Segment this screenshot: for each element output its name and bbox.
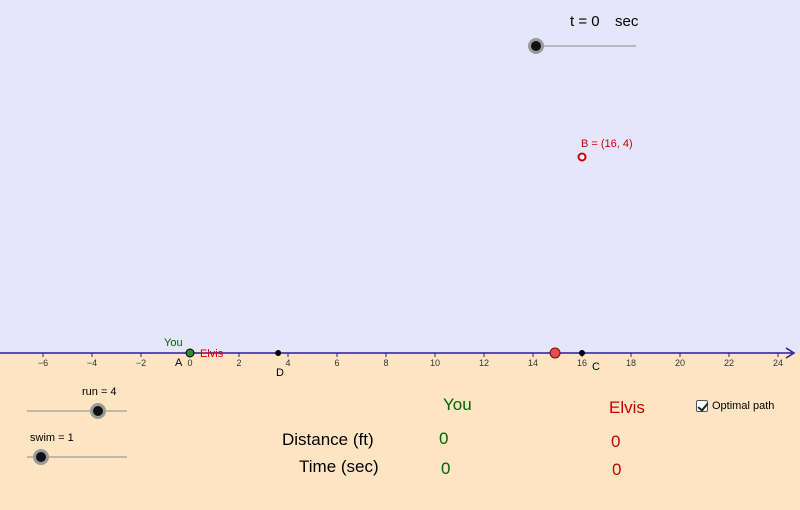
time-unit-label: sec bbox=[615, 13, 639, 30]
beach-region bbox=[0, 353, 800, 510]
water-region bbox=[0, 0, 800, 353]
x-axis-tick-label: 8 bbox=[383, 358, 388, 368]
x-axis-tick-label: −6 bbox=[38, 358, 48, 368]
you-distance-value: 0 bbox=[439, 429, 449, 448]
x-axis-tick-label: 18 bbox=[626, 358, 636, 368]
x-axis-tick-label: 22 bbox=[724, 358, 734, 368]
optimal-path-label: Optimal path bbox=[712, 400, 775, 412]
you-column-header: You bbox=[443, 395, 472, 414]
run-slider-knob[interactable] bbox=[93, 406, 103, 416]
x-axis-tick-label: 0 bbox=[187, 358, 192, 368]
x-axis-tick-label: 20 bbox=[675, 358, 685, 368]
swim-slider-knob[interactable] bbox=[36, 452, 46, 462]
x-axis-tick-label: −4 bbox=[87, 358, 97, 368]
x-axis-tick-label: 12 bbox=[479, 358, 489, 368]
you-time-value: 0 bbox=[441, 459, 451, 478]
point-b-label: B = (16, 4) bbox=[581, 138, 633, 150]
point-c[interactable] bbox=[579, 350, 585, 356]
x-axis-tick-label: −2 bbox=[136, 358, 146, 368]
point-d-label: D bbox=[276, 367, 284, 379]
you-marker-label: You bbox=[164, 337, 183, 349]
point-a-label: A bbox=[175, 357, 183, 369]
point-c-label: C bbox=[592, 361, 600, 373]
swim-slider-label: swim = 1 bbox=[30, 432, 74, 444]
x-axis-tick-label: 14 bbox=[528, 358, 538, 368]
elvis-time-value: 0 bbox=[612, 460, 622, 479]
runner-point[interactable] bbox=[549, 347, 561, 359]
x-axis-tick-label: 24 bbox=[773, 358, 783, 368]
point-a-you[interactable] bbox=[185, 348, 195, 358]
x-axis-tick-label: 10 bbox=[430, 358, 440, 368]
checkbox-check-icon[interactable] bbox=[696, 400, 708, 412]
point-b[interactable] bbox=[577, 152, 587, 162]
x-axis-arrow bbox=[785, 347, 796, 359]
x-axis-tick-label: 4 bbox=[285, 358, 290, 368]
elvis-distance-value: 0 bbox=[611, 432, 621, 451]
run-slider-label: run = 4 bbox=[82, 386, 117, 398]
time-slider-knob[interactable] bbox=[531, 41, 541, 51]
distance-row-label: Distance (ft) bbox=[282, 430, 374, 449]
x-axis-tick-label: 16 bbox=[577, 358, 587, 368]
x-axis-tick-label: 6 bbox=[334, 358, 339, 368]
elvis-column-header: Elvis bbox=[609, 398, 645, 417]
time-slider-label: t = 0 bbox=[570, 13, 600, 30]
elvis-marker-label: Elvis bbox=[200, 348, 224, 360]
optimal-path-checkbox[interactable]: Optimal path bbox=[696, 398, 774, 414]
point-d[interactable] bbox=[275, 350, 282, 356]
time-row-label: Time (sec) bbox=[299, 457, 379, 476]
x-axis-ticks: −6 −4 −2 0 2 4 6 8 10 12 14 16 18 20 22 24 bbox=[38, 353, 783, 368]
x-axis-tick-label: 2 bbox=[236, 358, 241, 368]
